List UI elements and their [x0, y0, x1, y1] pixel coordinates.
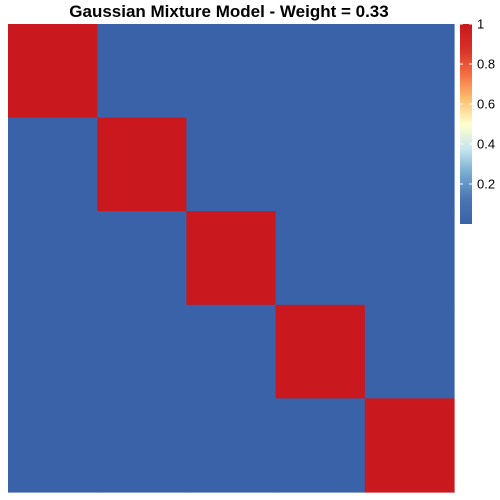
heatmap-cell-r2-c3 — [186, 118, 276, 212]
heatmap-cell-r1-c3 — [186, 24, 276, 118]
heatmap-cell-r3-c4 — [276, 211, 366, 305]
heatmap-cell-r5-c3 — [186, 398, 276, 492]
heatmap-cells — [8, 24, 455, 493]
heatmap-cell-r5-c5 — [365, 398, 455, 492]
heatmap-cell-r2-c5 — [365, 118, 455, 212]
legend-tick-label: 0.8 — [477, 57, 495, 72]
heatmap-cell-r1-c4 — [276, 24, 366, 118]
color-legend-bar — [460, 24, 472, 224]
heatmap-cell-r4-c5 — [365, 305, 455, 399]
legend-tick-label: 0.4 — [477, 137, 495, 152]
chart-title: Gaussian Mixture Model - Weight = 0.33 — [69, 2, 388, 21]
heatmap-cell-r1-c2 — [97, 24, 187, 118]
heatmap-cell-r4-c4 — [276, 305, 366, 399]
heatmap-cell-r3-c5 — [365, 211, 455, 305]
heatmap-cell-r3-c3 — [186, 211, 276, 305]
heatmap-cell-r4-c2 — [97, 305, 187, 399]
heatmap-cell-r1-c5 — [365, 24, 455, 118]
heatmap-cell-r4-c1 — [8, 305, 98, 399]
legend-tick-label: 0.6 — [477, 97, 495, 112]
heatmap-cell-r2-c1 — [8, 118, 98, 212]
heatmap-cell-r4-c3 — [186, 305, 276, 399]
legend-tick-label: 0.2 — [477, 177, 495, 192]
heatmap-cell-r5-c4 — [276, 398, 366, 492]
heatmap-cell-r3-c1 — [8, 211, 98, 305]
heatmap-cell-r2-c4 — [276, 118, 366, 212]
heatmap-cell-r2-c2 — [97, 118, 187, 212]
color-legend: 0.2 0.4 0.6 0.8 1 — [460, 17, 495, 225]
heatmap-cell-r3-c2 — [97, 211, 187, 305]
legend-tick-label: 1 — [477, 17, 484, 32]
heatmap-cell-r1-c1 — [8, 24, 98, 118]
heatmap-cell-r5-c1 — [8, 398, 98, 492]
heatmap-cell-r5-c2 — [97, 398, 187, 492]
